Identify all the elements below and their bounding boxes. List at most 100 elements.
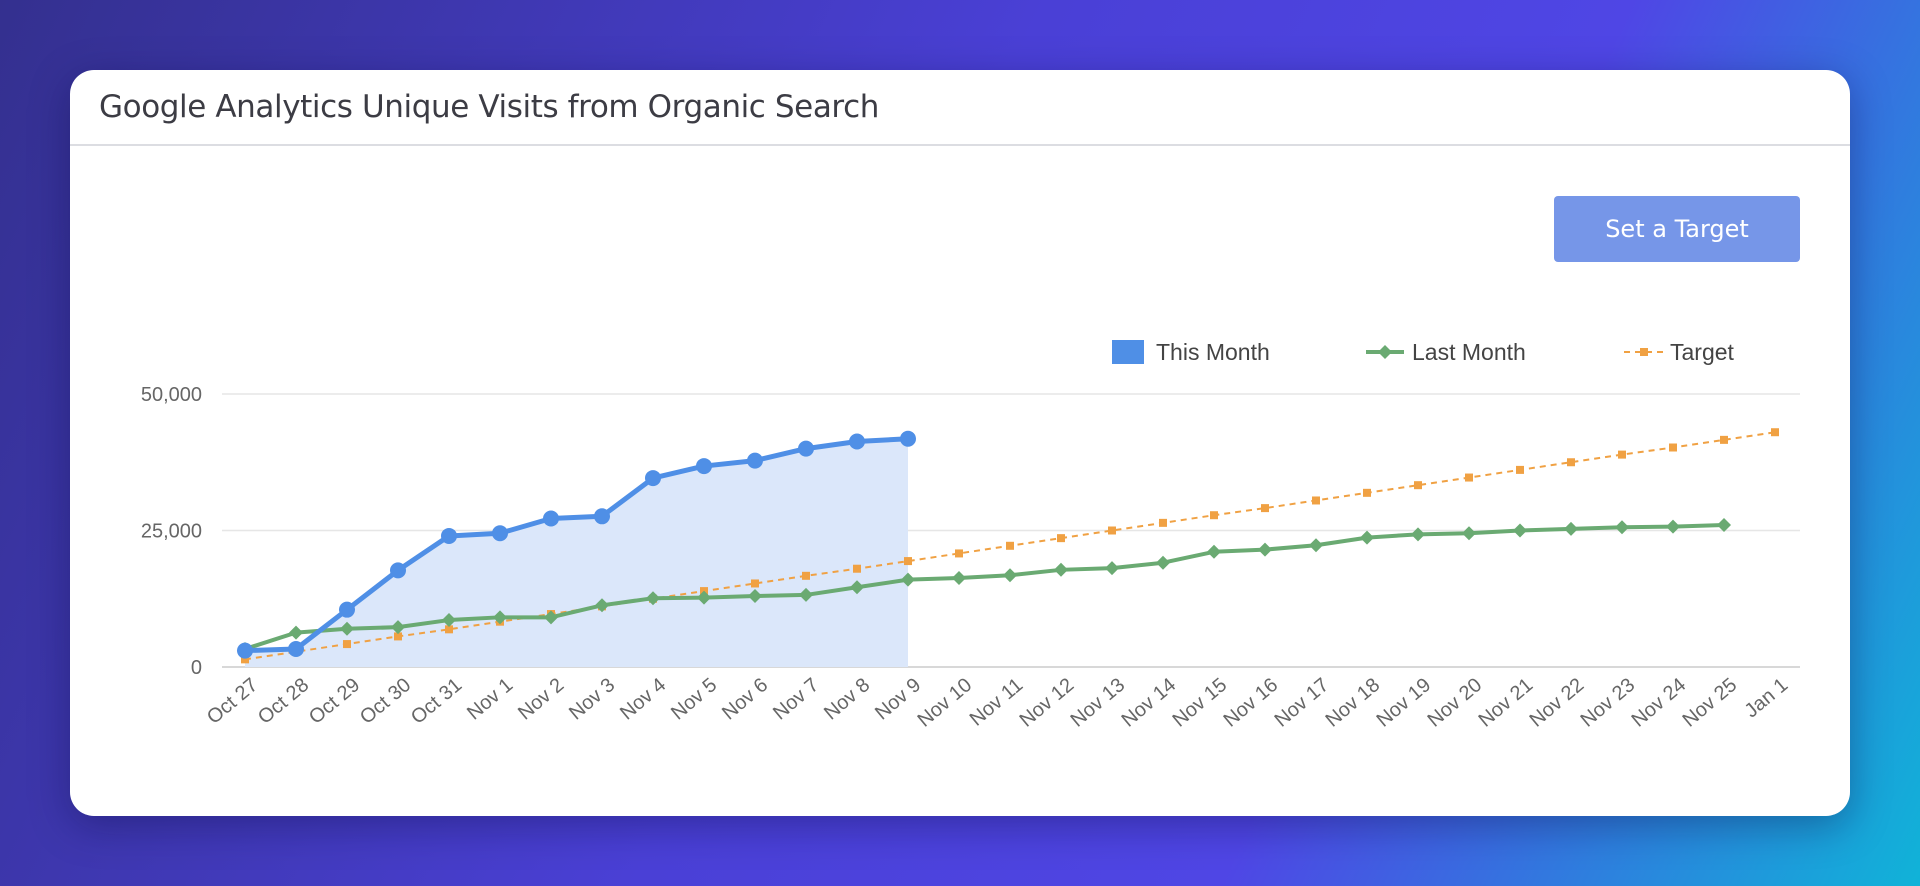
this-month-point	[849, 433, 865, 450]
x-tick-label: Oct 29	[305, 674, 364, 729]
x-tick-label: Oct 28	[254, 674, 313, 729]
x-tick-label: Nov 11	[966, 674, 1028, 731]
last-month-point	[901, 572, 915, 587]
last-month-point	[340, 621, 354, 636]
last-month-point	[1105, 561, 1119, 576]
y-tick-label: 0	[191, 657, 202, 679]
x-tick-label: Nov 19	[1373, 674, 1436, 732]
x-tick-label: Nov 24	[1628, 674, 1691, 732]
last-month-point	[799, 587, 813, 602]
x-tick-label: Nov 7	[769, 674, 823, 724]
x-tick-label: Nov 16	[1220, 674, 1283, 732]
legend-label-this-month: This Month	[1156, 339, 1270, 365]
card-header: Google Analytics Unique Visits from Orga…	[70, 70, 1850, 146]
last-month-point	[748, 589, 762, 604]
target-point	[343, 640, 351, 649]
target-point	[1720, 435, 1728, 444]
target-point	[241, 655, 249, 664]
target-point	[1312, 496, 1320, 505]
last-month-point	[1513, 523, 1527, 538]
x-tick-label: Nov 21	[1475, 674, 1538, 732]
x-tick-label: Nov 5	[667, 674, 721, 724]
legend-marker-last-month	[1378, 345, 1392, 359]
target-point	[1516, 465, 1524, 474]
x-tick-label: Jan 1	[1741, 674, 1793, 722]
this-month-point	[696, 458, 712, 475]
target-point	[904, 557, 912, 566]
x-tick-label: Nov 25	[1679, 674, 1742, 732]
target-point	[1057, 534, 1065, 543]
x-tick-label: Nov 12	[1016, 674, 1079, 732]
this-month-point	[798, 440, 814, 457]
last-month-point	[1564, 521, 1578, 536]
last-month-point	[595, 598, 609, 613]
target-point	[1210, 511, 1218, 520]
x-tick-label: Nov 22	[1526, 674, 1589, 732]
last-month-point	[646, 591, 660, 606]
this-month-point	[594, 508, 610, 525]
x-tick-label: Nov 20	[1424, 674, 1487, 732]
last-month-point	[493, 610, 507, 625]
this-month-point	[645, 470, 661, 487]
y-tick-label: 50,000	[141, 384, 202, 406]
legend-label-last-month: Last Month	[1412, 339, 1526, 365]
legend-marker-target	[1640, 348, 1648, 356]
target-point	[1261, 504, 1269, 513]
last-month-point	[1309, 538, 1323, 553]
target-point	[1159, 518, 1167, 527]
target-point	[394, 632, 402, 641]
last-month-point	[697, 590, 711, 605]
last-month-point	[544, 610, 558, 625]
this-month-point	[492, 525, 508, 542]
last-month-point	[1207, 544, 1221, 559]
x-tick-label: Nov 4	[616, 674, 670, 724]
x-tick-label: Oct 27	[203, 674, 262, 729]
target-point	[1618, 450, 1626, 459]
last-month-point	[289, 625, 303, 640]
last-month-point	[952, 571, 966, 586]
this-month-point	[900, 430, 916, 447]
x-tick-label: Nov 17	[1271, 674, 1334, 732]
target-point	[445, 625, 453, 634]
this-month-point	[390, 562, 406, 579]
this-month-area	[245, 438, 908, 667]
this-month-point	[747, 452, 763, 469]
target-point	[1771, 428, 1779, 437]
last-month-point	[1360, 530, 1374, 545]
last-month-point	[442, 613, 456, 628]
last-month-point	[1615, 520, 1629, 535]
target-point	[1363, 488, 1371, 497]
last-month-point	[391, 620, 405, 635]
x-tick-label: Nov 15	[1169, 674, 1232, 732]
target-point	[1108, 526, 1116, 535]
last-month-point	[1054, 562, 1068, 577]
target-point	[1669, 443, 1677, 452]
last-month-point	[1156, 555, 1170, 570]
target-point	[751, 579, 759, 588]
target-point	[955, 549, 963, 558]
x-tick-label: Nov 6	[718, 674, 772, 724]
target-point	[1567, 458, 1575, 467]
card-title: Google Analytics Unique Visits from Orga…	[99, 89, 879, 125]
x-tick-label: Oct 30	[356, 674, 415, 729]
x-tick-label: Nov 1	[463, 674, 517, 724]
this-month-point	[441, 527, 457, 544]
last-month-line	[244, 523, 1725, 651]
x-tick-label: Nov 2	[514, 674, 568, 724]
x-tick-label: Nov 3	[565, 674, 619, 724]
y-tick-label: 25,000	[141, 521, 202, 543]
target-point	[853, 564, 861, 573]
last-month-point	[1666, 519, 1680, 534]
set-target-button[interactable]: Set a Target	[1554, 196, 1800, 262]
target-point	[1465, 473, 1473, 482]
x-tick-label: Nov 23	[1577, 674, 1640, 732]
target-point	[802, 571, 810, 580]
last-month-point	[1003, 568, 1017, 583]
this-month-point	[543, 510, 559, 527]
this-month-point	[237, 642, 253, 659]
last-month-point	[1411, 527, 1425, 542]
x-tick-label: Nov 18	[1322, 674, 1385, 732]
last-month-point	[1717, 518, 1731, 533]
last-month-point	[850, 580, 864, 595]
